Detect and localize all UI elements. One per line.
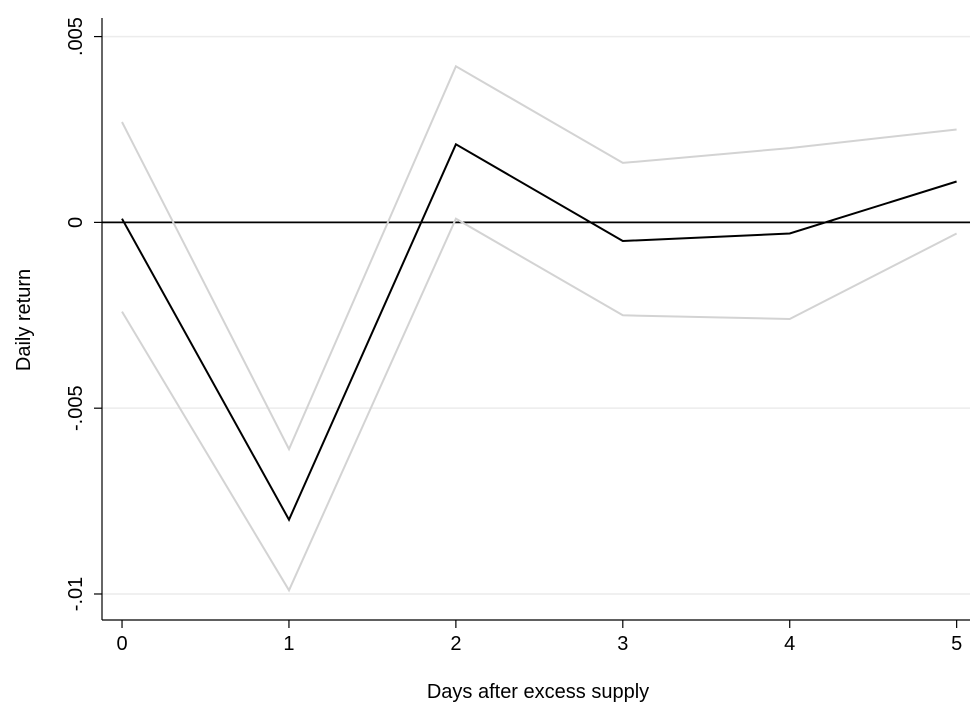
y-tick-label: -.01 (65, 577, 87, 611)
series-lines (121, 64, 958, 593)
y-axis-label: Daily return (13, 269, 35, 371)
x-tick-label: 5 (951, 633, 962, 655)
axes (101, 18, 970, 621)
x-tick-label: 0 (116, 633, 127, 655)
series-line-estimate (121, 142, 957, 522)
tick-marks-and-labels: -.01 -.005 0 .005 0 1 2 3 4 5 (65, 17, 962, 655)
x-axis-label: Days after excess supply (427, 681, 649, 703)
x-tick-label: 4 (784, 633, 795, 655)
y-tick-label: -.005 (65, 385, 87, 431)
x-tick-label: 3 (617, 633, 628, 655)
y-tick-label: .005 (65, 17, 87, 56)
y-tick-label: 0 (65, 217, 87, 228)
x-tick-label: 1 (283, 633, 294, 655)
grid-lines (102, 35, 970, 595)
series-line-upper-bound (121, 64, 957, 452)
x-tick-label: 2 (450, 633, 461, 655)
series-line-lower-bound (121, 217, 958, 593)
